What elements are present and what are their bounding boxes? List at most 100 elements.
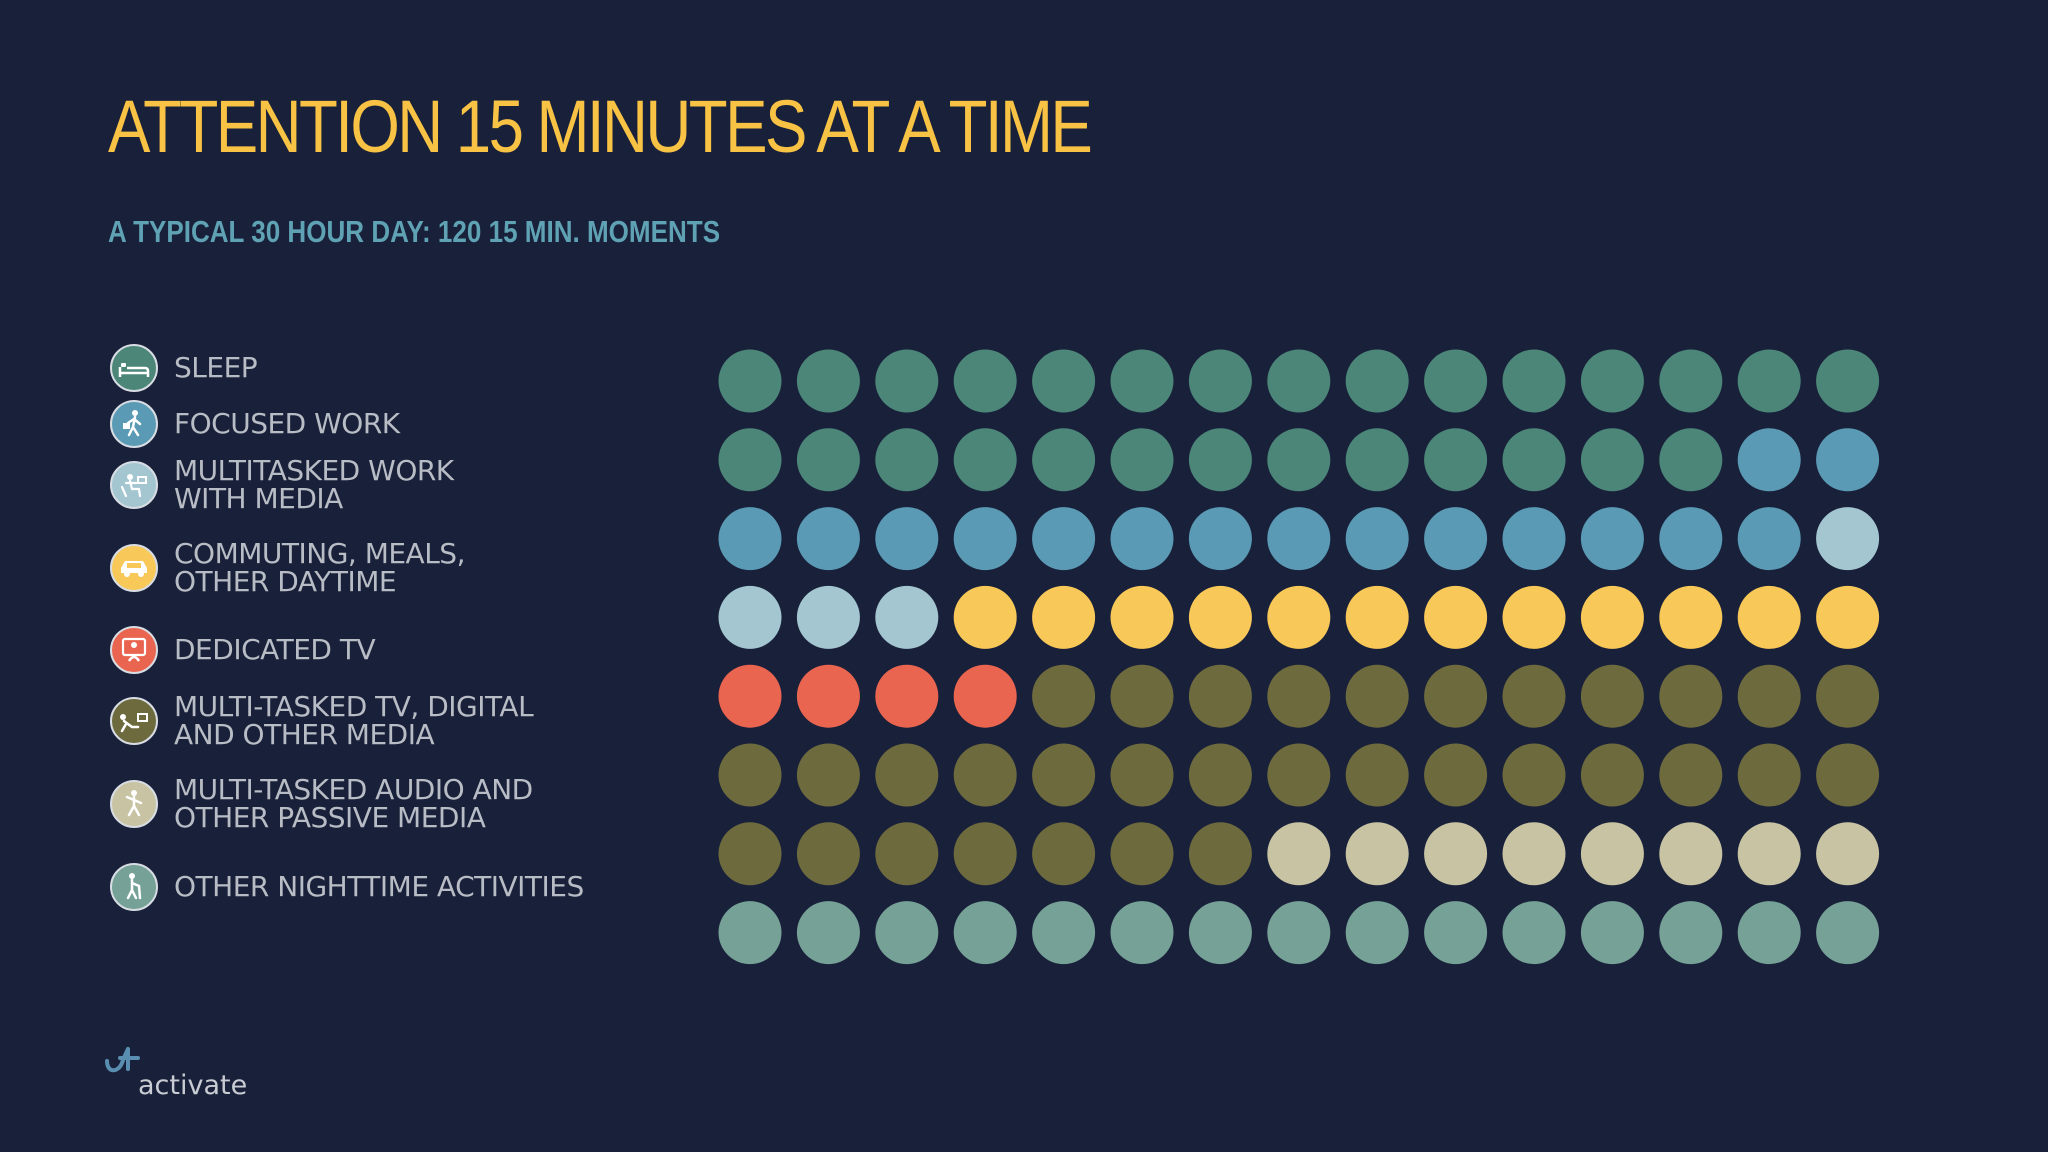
waffle-dot (1032, 664, 1096, 728)
legend-label-line: COMMUTING, MEALS, (174, 537, 465, 570)
waffle-dot (1816, 664, 1880, 728)
waffle-dot (1580, 428, 1644, 492)
waffle-dot (1659, 901, 1723, 965)
waffle-dot (1502, 664, 1566, 728)
waffle-dot (875, 585, 939, 649)
waffle-dot (953, 901, 1017, 965)
waffle-dot (875, 822, 939, 886)
page-title: ATTENTION 15 MINUTES AT A TIME (108, 85, 1093, 168)
waffle-dot (1345, 901, 1409, 965)
legend-label-line: MULTI-TASKED TV, DIGITAL (174, 690, 534, 723)
waffle-dot (1267, 743, 1331, 807)
legend-label-line: FOCUSED WORK (174, 407, 400, 440)
logo-text: activate (138, 1070, 248, 1101)
waffle-dot (718, 585, 782, 649)
waffle-dot (796, 822, 860, 886)
waffle-dot (1188, 901, 1252, 965)
legend-label-line: DEDICATED TV (174, 633, 376, 666)
waffle-dot (718, 507, 782, 571)
legend-label: DEDICATED TV (174, 636, 634, 664)
waffle-dot (796, 664, 860, 728)
waffle-dot (1502, 507, 1566, 571)
waffle-dot (1267, 585, 1331, 649)
waffle-dot (1267, 428, 1331, 492)
waffle-dot (1188, 822, 1252, 886)
waffle-dot (1816, 822, 1880, 886)
waffle-dot (1110, 664, 1174, 728)
activate-logo-icon (105, 1047, 140, 1073)
waffle-dot (1345, 743, 1409, 807)
waffle-dot (875, 664, 939, 728)
waffle-dot (1188, 349, 1252, 413)
waffle-dot (1737, 349, 1801, 413)
waffle-dot (1659, 507, 1723, 571)
waffle-dot (953, 349, 1017, 413)
legend-label-line: WITH MEDIA (174, 482, 343, 515)
waffle-dot (1816, 349, 1880, 413)
waffle-dot (1267, 901, 1331, 965)
waffle-dot (1659, 428, 1723, 492)
legend-label-line: SLEEP (174, 351, 258, 384)
legend: SLEEP FOCUSED WORK MULTITASKED WORK WITH ME… (110, 0, 670, 1152)
person-walking-briefcase-icon (110, 400, 158, 448)
waffle-dot (1659, 822, 1723, 886)
waffle-dot (1424, 664, 1488, 728)
waffle-dot (1659, 349, 1723, 413)
person-at-desk-icon (110, 461, 158, 509)
legend-label: MULTI-TASKED AUDIO AND OTHER PASSIVE MEDI… (174, 776, 634, 832)
waffle-dot (718, 664, 782, 728)
waffle-dot (1737, 743, 1801, 807)
waffle-dot (1424, 349, 1488, 413)
waffle-dot (1267, 822, 1331, 886)
waffle-dot (953, 428, 1017, 492)
waffle-dot (1345, 664, 1409, 728)
waffle-dot (1737, 428, 1801, 492)
waffle-dot (1188, 585, 1252, 649)
waffle-dot (796, 428, 860, 492)
waffle-dot (1737, 664, 1801, 728)
waffle-dot (1032, 743, 1096, 807)
person-with-cane-icon (110, 863, 158, 911)
waffle-dot (1267, 349, 1331, 413)
waffle-dot (1580, 743, 1644, 807)
waffle-dot (953, 585, 1017, 649)
waffle-dot (718, 349, 782, 413)
waffle-dot (1816, 743, 1880, 807)
legend-label-line: OTHER NIGHTTIME ACTIVITIES (174, 870, 584, 903)
waffle-dot (1737, 507, 1801, 571)
waffle-dot (1267, 507, 1331, 571)
waffle-dot (1110, 428, 1174, 492)
waffle-dot (1032, 349, 1096, 413)
waffle-dot (1032, 901, 1096, 965)
waffle-dot (1659, 585, 1723, 649)
waffle-dot (1188, 664, 1252, 728)
waffle-dot (1816, 507, 1880, 571)
waffle-dot (1659, 743, 1723, 807)
logo: activate (104, 1045, 264, 1101)
waffle-dot (1580, 507, 1644, 571)
waffle-dot (1032, 428, 1096, 492)
legend-label: COMMUTING, MEALS, OTHER DAYTIME (174, 540, 634, 596)
waffle-dot (718, 428, 782, 492)
waffle-dot (718, 822, 782, 886)
waffle-dot (1032, 507, 1096, 571)
legend-label-line: OTHER PASSIVE MEDIA (174, 801, 486, 834)
waffle-dot (875, 507, 939, 571)
waffle-dot (1345, 822, 1409, 886)
waffle-dot (796, 349, 860, 413)
waffle-dot (1502, 585, 1566, 649)
waffle-dot (1032, 585, 1096, 649)
waffle-dot (1424, 428, 1488, 492)
waffle-dot (953, 664, 1017, 728)
waffle-dot (1424, 901, 1488, 965)
legend-label-line: MULTITASKED WORK (174, 454, 454, 487)
waffle-dot (1345, 349, 1409, 413)
legend-label-line: AND OTHER MEDIA (174, 718, 435, 751)
waffle-dot (953, 507, 1017, 571)
waffle-dot (796, 507, 860, 571)
waffle-dot (1580, 585, 1644, 649)
car-icon (110, 544, 158, 592)
waffle-dot (1502, 743, 1566, 807)
waffle-dot (1110, 349, 1174, 413)
